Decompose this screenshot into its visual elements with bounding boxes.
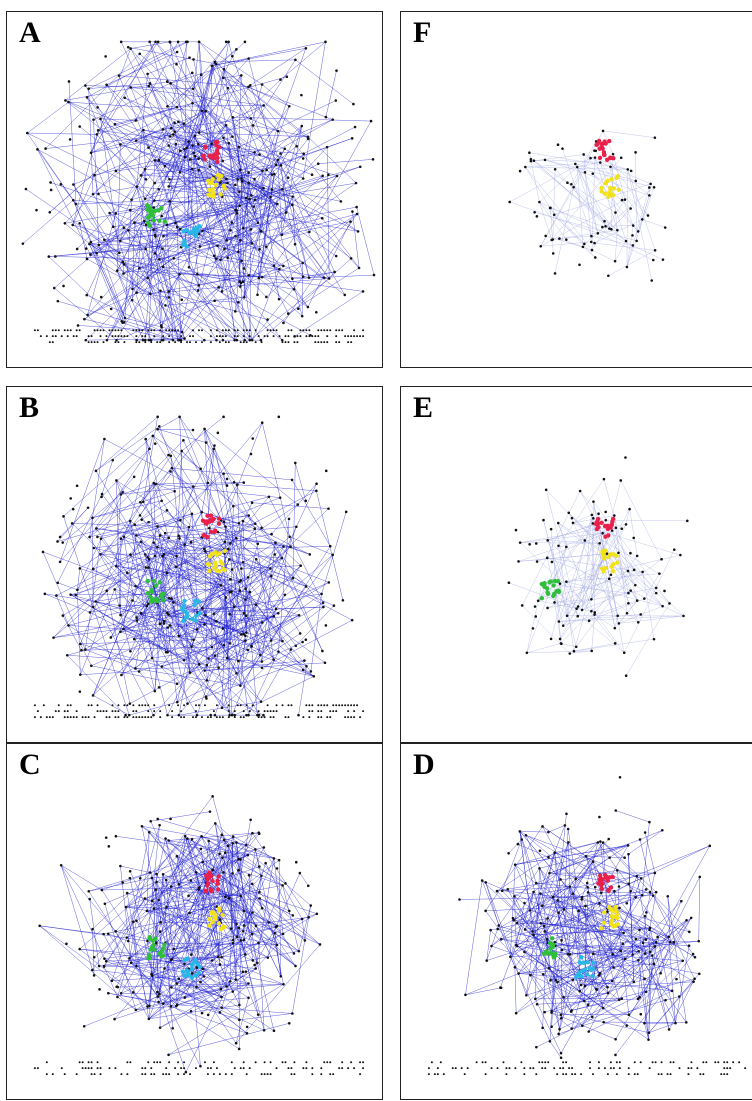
cluster-yellow (599, 904, 621, 931)
cluster-green (539, 578, 562, 601)
network-panel-a: A (6, 11, 383, 368)
cluster-cyan (574, 955, 596, 980)
network-nodes (21, 40, 376, 342)
network-edges (508, 479, 688, 676)
cluster-yellow (205, 548, 227, 574)
network-panel-f: F (400, 11, 752, 368)
network-graph-d (427, 775, 747, 1076)
cluster-red (200, 513, 222, 540)
panel-label-c: C (19, 748, 41, 781)
cluster-red (594, 138, 616, 162)
network-graph-b (33, 415, 365, 719)
cluster-yellow (599, 548, 620, 574)
cluster-red (200, 139, 222, 165)
network-nodes (41, 415, 354, 717)
cluster-yellow (206, 172, 227, 199)
network-graph-a (21, 40, 376, 344)
isolated-nodes (33, 704, 365, 719)
isolated-nodes (33, 1061, 365, 1076)
network-panel-e: E (400, 386, 752, 743)
panel-label-e: E (413, 391, 434, 424)
network-panel-b: B (6, 386, 383, 743)
cluster-cyan (180, 224, 202, 249)
cluster-red (596, 872, 615, 894)
network-edges (42, 416, 353, 716)
cluster-yellow (207, 906, 227, 932)
network-graph-e (507, 456, 689, 677)
cluster-yellow (599, 174, 621, 200)
network-edges (459, 810, 710, 1058)
cluster-green (145, 578, 166, 604)
isolated-nodes (33, 329, 365, 344)
isolated-nodes (427, 1061, 747, 1076)
cluster-red (593, 516, 616, 539)
cluster-green (541, 936, 558, 960)
network-panel-c: C (6, 743, 383, 1100)
cluster-red (203, 870, 221, 894)
cluster-green (145, 203, 168, 228)
panel-label-a: A (19, 16, 41, 49)
panel-label-d: D (413, 748, 435, 781)
network-nodes (507, 456, 689, 677)
network-graph-c (33, 795, 365, 1076)
cluster-green (146, 934, 167, 961)
network-edges (509, 130, 666, 281)
network-nodes (458, 775, 712, 1060)
network-edges (22, 41, 375, 341)
network-nodes (508, 129, 667, 282)
network-panel-d: D (400, 743, 752, 1100)
cluster-cyan (180, 598, 202, 624)
network-edges (39, 796, 321, 1073)
network-graph-f (508, 129, 667, 282)
panel-label-b: B (19, 391, 40, 424)
cluster-cyan (180, 956, 203, 981)
network-nodes (38, 795, 322, 1074)
panel-label-f: F (413, 16, 432, 49)
